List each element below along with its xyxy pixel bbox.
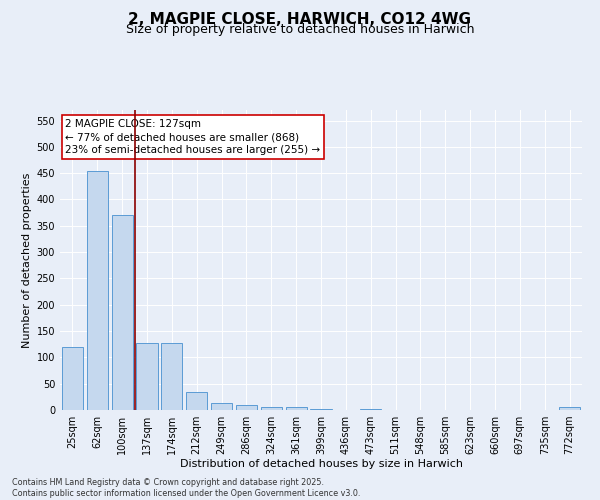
Bar xyxy=(286,407,307,410)
Bar xyxy=(261,408,282,410)
Text: Size of property relative to detached houses in Harwich: Size of property relative to detached ho… xyxy=(126,22,474,36)
Y-axis label: Number of detached properties: Number of detached properties xyxy=(22,172,32,348)
Text: 2, MAGPIE CLOSE, HARWICH, CO12 4WG: 2, MAGPIE CLOSE, HARWICH, CO12 4WG xyxy=(128,12,472,28)
Bar xyxy=(136,342,158,410)
Bar xyxy=(211,402,232,410)
Bar xyxy=(62,347,83,410)
Bar xyxy=(360,409,381,410)
X-axis label: Distribution of detached houses by size in Harwich: Distribution of detached houses by size … xyxy=(179,458,463,468)
Bar xyxy=(186,392,207,410)
Bar xyxy=(87,170,108,410)
Bar xyxy=(236,406,257,410)
Bar xyxy=(161,342,182,410)
Bar xyxy=(559,408,580,410)
Bar xyxy=(112,216,133,410)
Text: 2 MAGPIE CLOSE: 127sqm
← 77% of detached houses are smaller (868)
23% of semi-de: 2 MAGPIE CLOSE: 127sqm ← 77% of detached… xyxy=(65,119,320,156)
Text: Contains HM Land Registry data © Crown copyright and database right 2025.
Contai: Contains HM Land Registry data © Crown c… xyxy=(12,478,361,498)
